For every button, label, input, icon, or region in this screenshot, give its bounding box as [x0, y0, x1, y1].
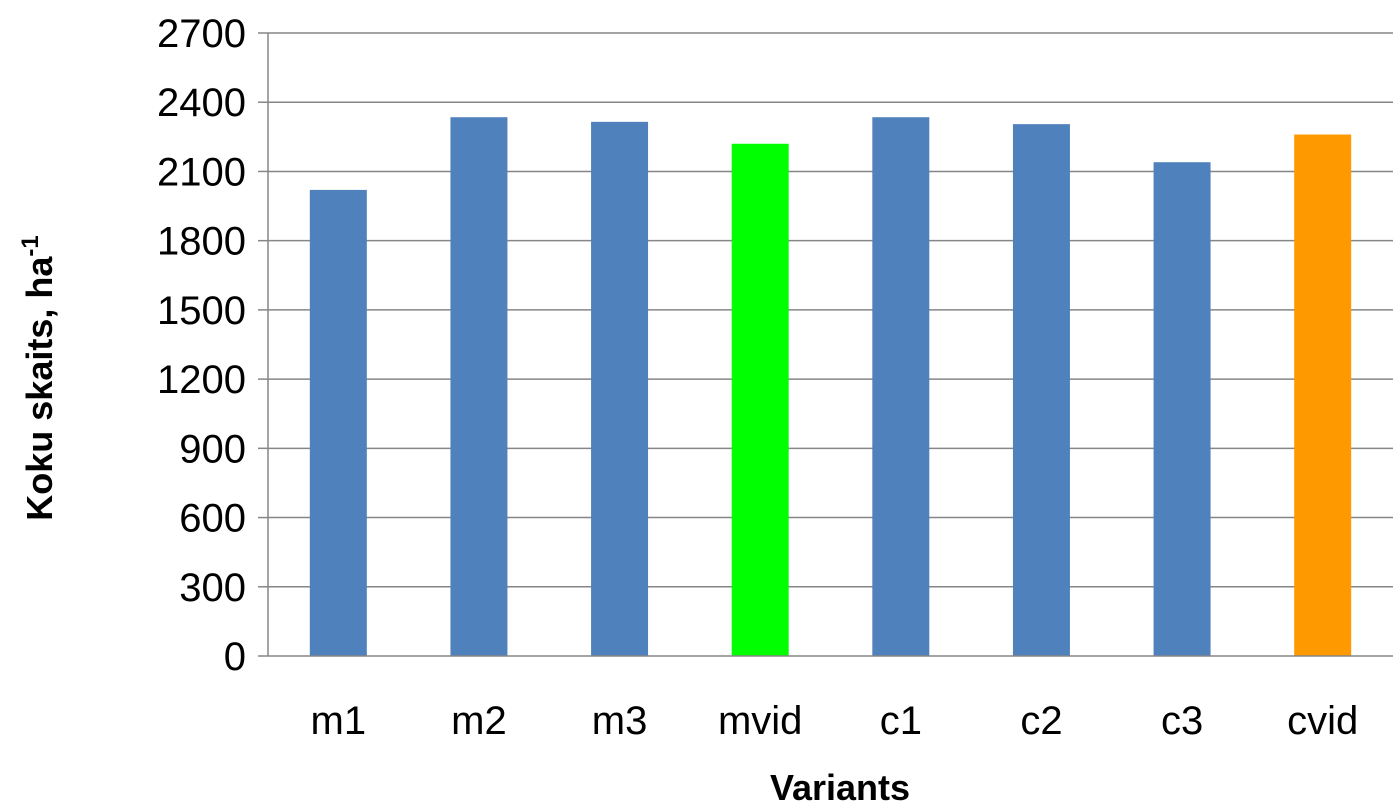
y-axis-title-superscript: -1 [17, 235, 44, 256]
bar-m1 [309, 189, 367, 657]
x-tick-label: m1 [311, 699, 367, 743]
y-tick-label: 1200 [157, 358, 246, 402]
y-tick-label: 900 [179, 427, 246, 471]
bars [309, 117, 1352, 657]
x-tick-label: m2 [451, 699, 507, 743]
y-axis-title-text: Koku skaits, ha [19, 256, 60, 521]
bar-c2 [1012, 124, 1070, 657]
x-tick-label: cvid [1287, 699, 1358, 743]
y-tick-label: 1500 [157, 289, 246, 333]
x-tick-label: c1 [880, 699, 922, 743]
y-tick-label: 1800 [157, 220, 246, 264]
bar-c3 [1153, 162, 1211, 656]
gridlines [268, 32, 1393, 588]
y-tick-label: 2100 [157, 150, 246, 194]
y-tick-label: 0 [224, 635, 246, 679]
x-tick-label: c3 [1161, 699, 1203, 743]
x-tick-label: c2 [1020, 699, 1062, 743]
y-axis-title: Koku skaits, ha-1 [17, 235, 60, 520]
x-tick-label: mvid [718, 699, 802, 743]
bar-m3 [591, 121, 649, 656]
bar-c1 [872, 117, 930, 657]
y-tick-label: 2700 [157, 12, 246, 56]
x-axis-title: Variants [770, 767, 910, 808]
bar-cvid [1294, 134, 1352, 656]
axes [258, 32, 1393, 657]
y-tick-labels: 0 300 600 900 1200 1500 1800 2100 2400 2700 [157, 12, 246, 679]
x-tick-labels: m1 m2 m3 mvid c1 c2 c3 cvid [311, 699, 1359, 743]
y-tick-label: 2400 [157, 81, 246, 125]
bar-mvid [731, 143, 789, 656]
y-tick-label: 600 [179, 497, 246, 541]
x-tick-label: m3 [592, 699, 648, 743]
y-tick-label: 300 [179, 566, 246, 610]
bar-m2 [450, 117, 508, 657]
